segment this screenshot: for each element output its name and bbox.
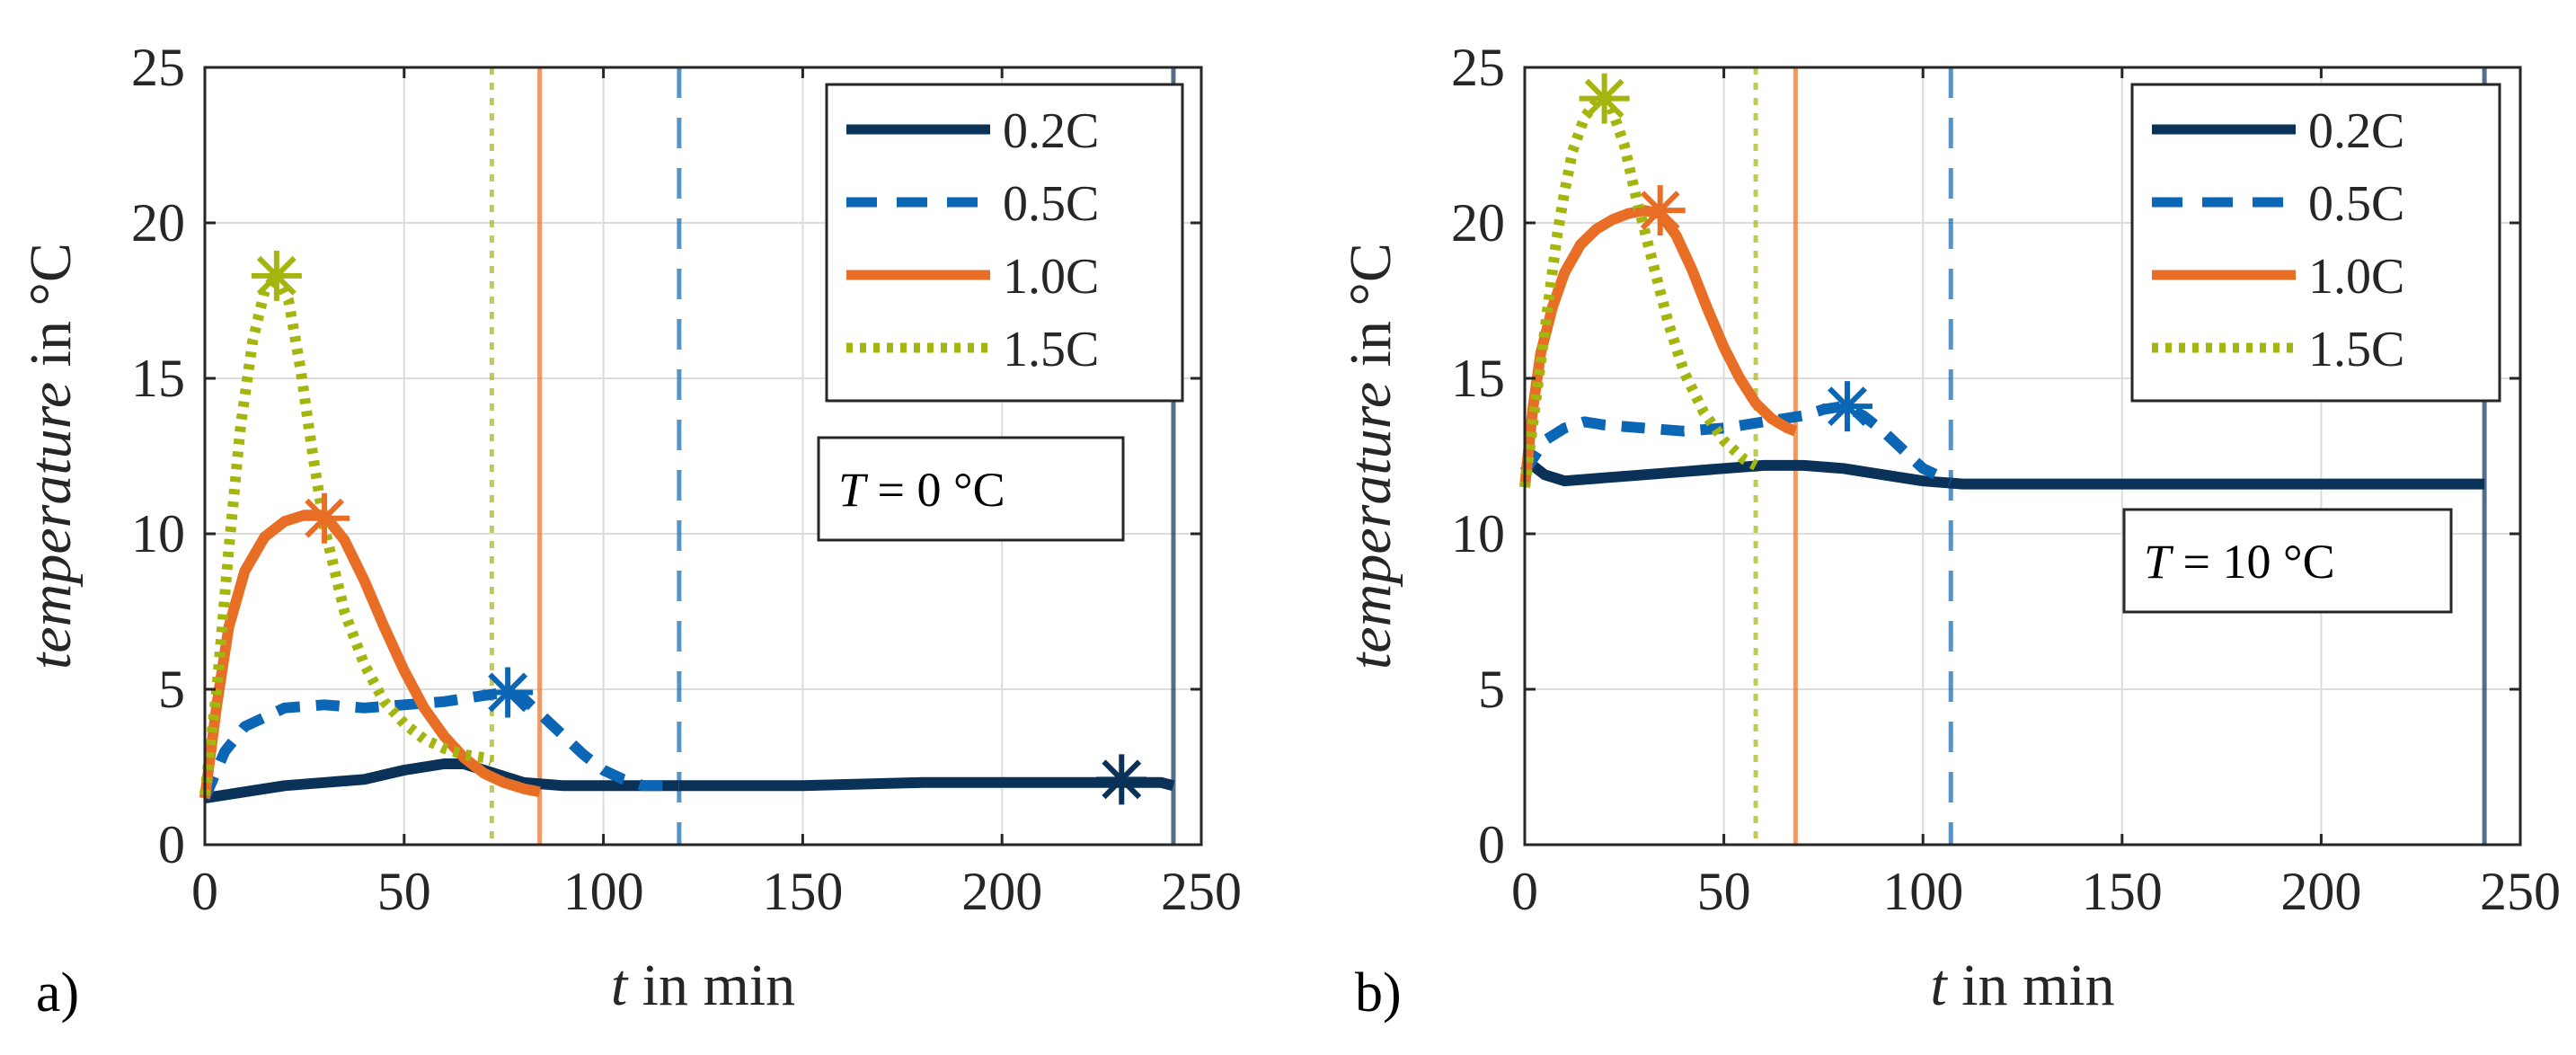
y-axis-label: temperature in °C xyxy=(18,243,84,669)
peak-marker-0-2C xyxy=(1096,754,1147,805)
legend: 0.2C 0.5C 1.0C 1.5C xyxy=(825,83,1184,403)
legend-label-1-5C: 1.5C xyxy=(2308,322,2404,377)
y-tick-label: 15 xyxy=(1451,349,1505,408)
annotation-text: T = 0 °C xyxy=(838,463,1005,517)
y-tick-label: 25 xyxy=(1451,38,1505,97)
x-tick-label: 200 xyxy=(961,862,1042,921)
x-tick-label: 50 xyxy=(1697,862,1751,921)
x-axis-label: t in min xyxy=(1930,953,2114,1018)
peak-marker-1-5C xyxy=(1579,73,1630,124)
series-line-0-2C xyxy=(204,758,1175,804)
legend-label-1-0C: 1.0C xyxy=(2308,249,2404,305)
x-axis-label: t in min xyxy=(611,953,795,1018)
temperature-annotation: T = 0 °C xyxy=(817,436,1125,542)
series-line-0-2C xyxy=(1521,455,2486,490)
temperature-annotation: T = 10 °C xyxy=(2122,508,2453,614)
axes-box xyxy=(1523,66,2522,847)
peak-marker-1-0C xyxy=(1634,185,1686,236)
x-tick-label: 250 xyxy=(1161,862,1242,921)
legend-label-0-2C: 0.2C xyxy=(2308,103,2404,159)
annotation-text: T = 10 °C xyxy=(2144,535,2335,589)
y-tick-label: 5 xyxy=(1478,660,1505,719)
y-tick-label: 10 xyxy=(1451,504,1505,563)
y-tick-label: 0 xyxy=(158,815,185,874)
legend-label-1-5C: 1.5C xyxy=(1003,322,1099,377)
x-tick-label: 0 xyxy=(1511,862,1538,921)
series-line-0-5C xyxy=(1519,401,1953,486)
series-line-1-5C xyxy=(199,270,494,796)
series-line-1-0C xyxy=(199,510,541,799)
y-tick-label: 15 xyxy=(131,349,185,408)
peak-marker-0-5C xyxy=(1821,381,1872,432)
series-line-0-5C xyxy=(199,687,679,801)
legend-label-0-5C: 0.5C xyxy=(2308,176,2404,232)
y-tick-label: 20 xyxy=(131,193,185,253)
x-tick-label: 100 xyxy=(563,862,644,921)
x-tick-label: 150 xyxy=(2082,862,2163,921)
y-tick-label: 20 xyxy=(1451,193,1505,253)
x-tick-label: 50 xyxy=(377,862,431,921)
x-tick-label: 250 xyxy=(2480,862,2561,921)
y-tick-label: 25 xyxy=(131,38,185,97)
panel-label: b) xyxy=(1355,962,1402,1024)
panel-label: a) xyxy=(36,962,79,1024)
y-tick-label: 0 xyxy=(1478,815,1505,874)
y-tick-label: 5 xyxy=(158,660,185,719)
y-tick-label: 10 xyxy=(131,504,185,563)
chart-panel-b: 0 50 100 150 200 250 0 5 10 15 20 25 t in min tempera… xyxy=(1338,38,2561,1024)
peak-marker-1-5C xyxy=(251,250,302,301)
legend-label-1-0C: 1.0C xyxy=(1003,249,1099,305)
chart-panel-a: 0 50 100 150 200 250 0 5 10 15 20 25 t in min tempera… xyxy=(18,38,1242,1024)
y-axis-label: temperature in °C xyxy=(1338,243,1403,669)
peak-marker-0-5C xyxy=(482,667,534,718)
x-tick-label: 100 xyxy=(1882,862,1963,921)
legend-label-0-5C: 0.5C xyxy=(1003,176,1099,232)
peak-marker-1-0C xyxy=(299,492,350,544)
axes-box xyxy=(203,66,1203,847)
x-tick-label: 200 xyxy=(2280,862,2361,921)
x-tick-label: 0 xyxy=(191,862,218,921)
legend: 0.2C 0.5C 1.0C 1.5C xyxy=(2130,83,2501,403)
legend-label-0-2C: 0.2C xyxy=(1003,103,1099,159)
x-tick-label: 150 xyxy=(762,862,843,921)
